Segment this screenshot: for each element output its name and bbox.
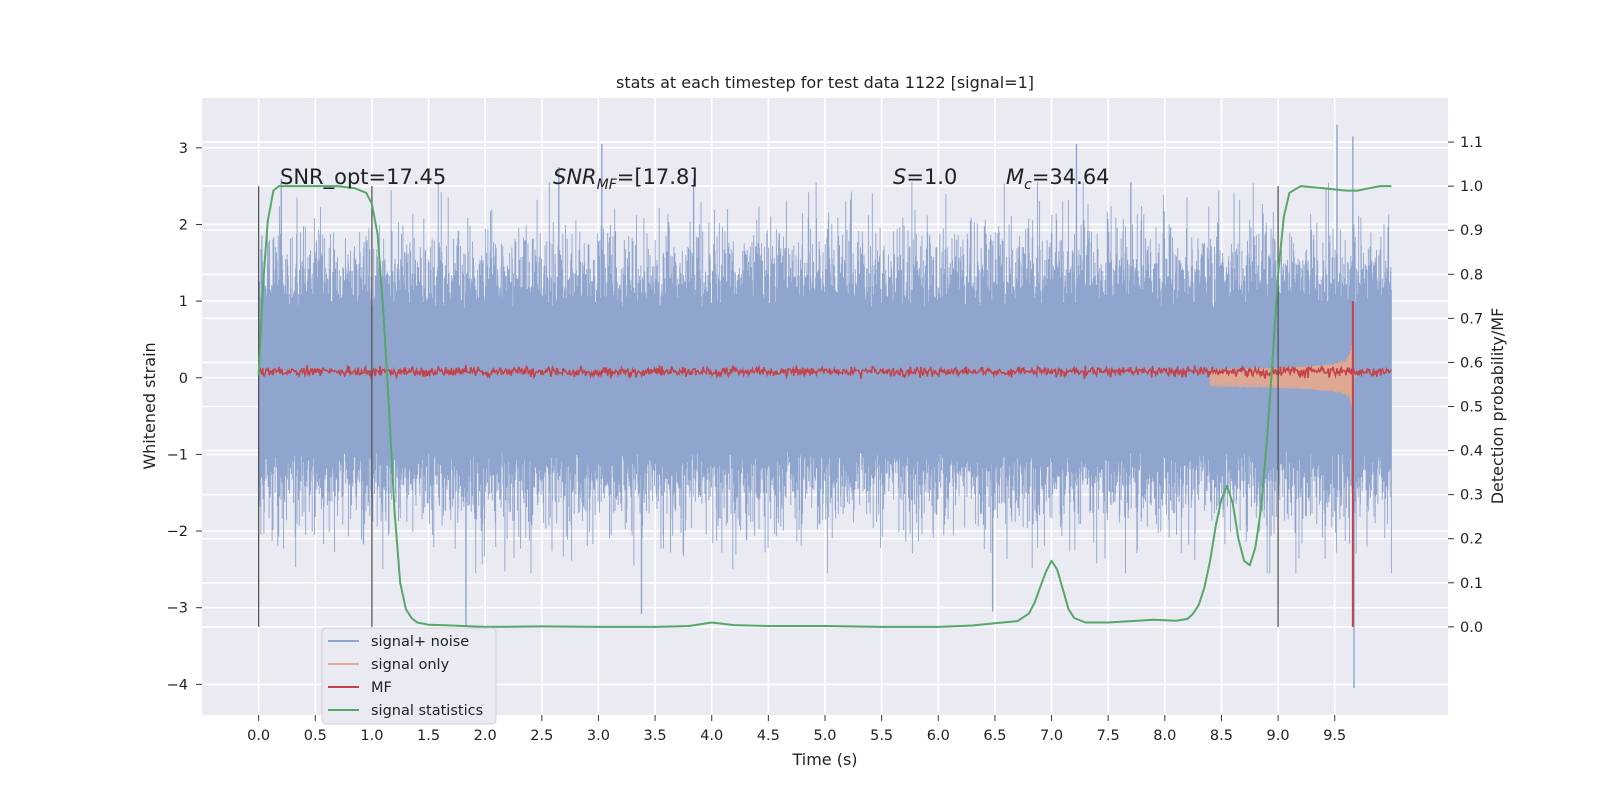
y-tick-label: 2 (179, 217, 188, 233)
x-tick-label: 2.0 (474, 728, 497, 744)
annotation-snr-mf: SNRMF=[17.8] (553, 165, 698, 193)
y2-tick-label: 0.7 (1460, 311, 1483, 327)
legend-label-signal-statistics: signal statistics (371, 703, 483, 719)
y-axis-label: Whitened strain (140, 342, 159, 469)
x-tick-label: 3.5 (644, 728, 667, 744)
mf-trace (258, 364, 1392, 380)
x-tick-label: 0.0 (247, 728, 270, 744)
chart-title: stats at each timestep for test data 112… (616, 73, 1034, 92)
x-tick-label: 5.0 (813, 728, 836, 744)
signal-statistics-series (257, 185, 1392, 628)
vertical-markers (257, 186, 1279, 627)
legend: signal+ noise signal only MF signal stat… (321, 627, 497, 725)
y2-tick-label: 0.9 (1460, 223, 1483, 239)
y2-tick-label: 0.8 (1460, 267, 1483, 283)
annotation-s: S=1.0 (893, 165, 957, 189)
y-tick-label: 0 (179, 371, 188, 387)
annotation-mc: Mc=34.64 (1006, 165, 1110, 193)
x-tick-label: 9.5 (1323, 728, 1346, 744)
y-tick-label: −3 (167, 601, 188, 617)
x-tick-label: 6.5 (983, 728, 1006, 744)
y-tick-label: −1 (167, 447, 188, 463)
legend-label-mf: MF (371, 680, 392, 696)
y2-axis-label: Detection probability/MF (1488, 308, 1507, 505)
y2-tick-label: 0.0 (1460, 620, 1483, 636)
x-tick-label: 6.0 (927, 728, 950, 744)
x-tick-labels: 0.0 0.5 1.0 1.5 2.0 2.5 3.0 3.5 4.0 4.5 5.0 5.5 6.0 6… (247, 715, 1346, 744)
x-tick-label: 2.5 (530, 728, 553, 744)
y-tick-labels: −4 −3 −2 −1 0 1 2 3 (167, 141, 202, 693)
y2-tick-label: 1.0 (1460, 179, 1483, 195)
x-tick-label: 4.5 (757, 728, 780, 744)
y2-tick-label: 0.1 (1460, 576, 1483, 592)
x-tick-label: 1.0 (360, 728, 383, 744)
x-tick-label: 4.0 (700, 728, 723, 744)
signal-only-series (1209, 345, 1358, 406)
y2-tick-label: 0.5 (1460, 400, 1483, 416)
x-tick-label: 8.0 (1153, 728, 1176, 744)
x-axis-label: Time (s) (791, 750, 857, 769)
y2-tick-label: 0.2 (1460, 532, 1483, 548)
mf-series (258, 301, 1392, 627)
y2-tick-label: 0.3 (1460, 488, 1483, 504)
y-tick-label: −4 (167, 677, 188, 693)
y2-tick-labels: 0.0 0.1 0.2 0.3 0.4 0.5 0.6 0.7 0.8 0.9 1.0 1.1 (1448, 135, 1483, 636)
x-tick-label: 7.0 (1040, 728, 1063, 744)
x-tick-label: 5.5 (870, 728, 893, 744)
y-tick-label: 3 (179, 141, 188, 157)
signal-only-trace (1209, 345, 1358, 406)
x-tick-label: 8.5 (1210, 728, 1233, 744)
annotation-snr-opt: SNR_opt=17.45 (280, 165, 446, 190)
legend-box (321, 627, 497, 725)
legend-label-signal-plus-noise: signal+ noise (371, 634, 469, 650)
x-tick-label: 7.5 (1097, 728, 1120, 744)
x-tick-label: 1.5 (417, 728, 440, 744)
y2-tick-label: 0.4 (1460, 444, 1483, 460)
legend-label-signal-only: signal only (371, 657, 450, 673)
y-tick-label: −2 (167, 524, 188, 540)
y2-tick-label: 1.1 (1460, 135, 1483, 151)
x-tick-label: 9.0 (1267, 728, 1290, 744)
x-tick-label: 3.0 (587, 728, 610, 744)
x-tick-label: 0.5 (304, 728, 327, 744)
signal-statistics-line (257, 185, 1392, 628)
y2-tick-label: 0.6 (1460, 355, 1483, 371)
y-tick-label: 1 (179, 294, 188, 310)
